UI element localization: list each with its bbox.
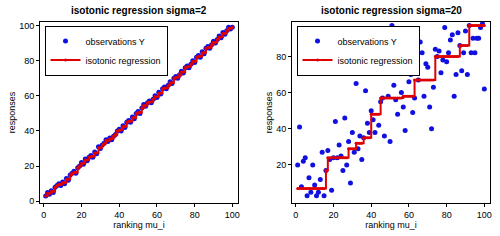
svg-text:20: 20 [24, 161, 34, 171]
svg-text:80: 80 [24, 56, 34, 66]
svg-text:isotonic regression sigma=2: isotonic regression sigma=2 [71, 5, 207, 16]
svg-text:observations Y: observations Y [338, 37, 397, 47]
svg-text:isotonic regression: isotonic regression [338, 56, 413, 66]
svg-text:20: 20 [76, 210, 86, 220]
svg-text:40: 40 [114, 210, 124, 220]
svg-text:ranking mu_i: ranking mu_i [113, 220, 165, 230]
svg-text:80: 80 [190, 210, 200, 220]
svg-text:responses: responses [7, 91, 17, 133]
svg-text:40: 40 [366, 210, 376, 220]
svg-text:isotonic regression sigma=20: isotonic regression sigma=20 [321, 5, 462, 16]
svg-text:100: 100 [225, 210, 240, 220]
svg-text:0: 0 [41, 210, 46, 220]
svg-text:100: 100 [477, 210, 492, 220]
svg-text:responses: responses [264, 91, 274, 133]
svg-text:80: 80 [276, 52, 286, 62]
svg-text:100: 100 [19, 21, 34, 31]
svg-text:60: 60 [24, 91, 34, 101]
svg-text:observations Y: observations Y [86, 37, 145, 47]
svg-text:isotonic regression: isotonic regression [86, 56, 161, 66]
svg-text:40: 40 [24, 126, 34, 136]
svg-text:ranking mu_i: ranking mu_i [365, 220, 417, 230]
svg-text:60: 60 [276, 88, 286, 98]
svg-text:60: 60 [152, 210, 162, 220]
svg-text:80: 80 [442, 210, 452, 220]
svg-text:20: 20 [328, 210, 338, 220]
svg-text:20: 20 [276, 160, 286, 170]
svg-text:60: 60 [404, 210, 414, 220]
svg-text:40: 40 [276, 124, 286, 134]
svg-text:0: 0 [29, 196, 34, 206]
svg-text:0: 0 [293, 210, 298, 220]
